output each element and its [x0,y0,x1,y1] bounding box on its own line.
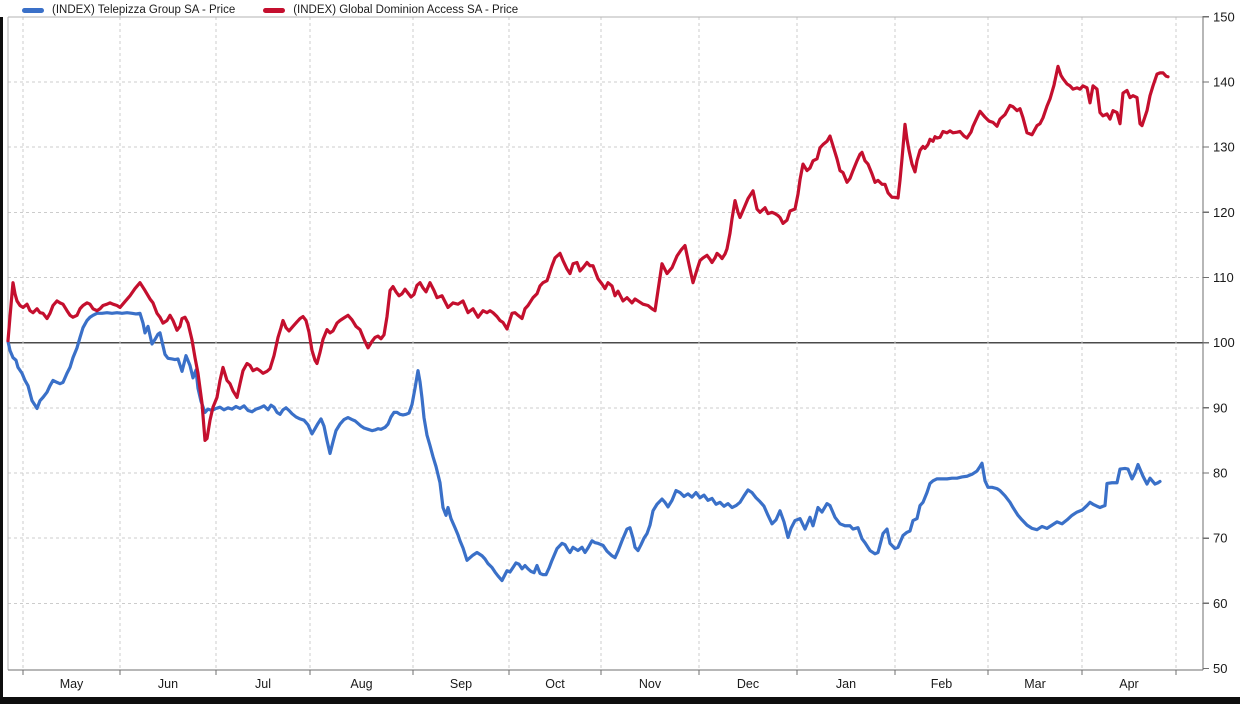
month-labels: May Jun Jul Aug Sep Oct Nov Dec Jan Feb Mar Apr [60,677,1139,691]
window-bottom-bar-icon [0,697,1240,704]
legend-swatch-blue-icon [22,7,44,13]
y-axis-label: 110 [1213,270,1234,285]
legend-item-global-dominion[interactable]: (INDEX) Global Dominion Access SA - Pric… [263,4,518,16]
month-label: Dec [737,677,759,691]
legend-label-global-dominion: (INDEX) Global Dominion Access SA - Pric… [293,4,519,16]
y-axis-label: 80 [1213,465,1227,480]
window-left-border-icon [0,17,3,698]
chart-legend: (INDEX) Telepizza Group SA - Price (INDE… [22,2,518,18]
y-axis-label: 130 [1213,140,1235,155]
y-axis-label: 50 [1213,661,1227,676]
legend-label-telepizza: (INDEX) Telepizza Group SA - Price [52,4,236,16]
month-label: Oct [545,677,565,691]
y-axis-label: 70 [1213,531,1227,546]
axis-ticks [22,16,1209,675]
y-axis-label: 90 [1213,400,1227,415]
month-label: Feb [931,677,953,691]
month-label: Mar [1024,677,1046,691]
series-telepizza-line [6,311,1162,583]
legend-item-telepizza[interactable]: (INDEX) Telepizza Group SA - Price [22,4,235,16]
y-axis-label: 100 [1213,335,1235,350]
month-label: Nov [639,677,662,691]
y-axis-label: 120 [1213,205,1235,220]
month-label: Apr [1119,677,1138,691]
month-label: Jul [255,677,271,691]
legend-swatch-red-icon [263,7,286,13]
y-axis-label: 150 [1213,9,1235,24]
month-label: May [60,677,84,691]
y-axis-label: 60 [1213,596,1227,611]
month-label: Jun [158,677,178,691]
y-axis-labels: 50 60 70 80 90 100 110 120 130 140 150 [1213,9,1235,676]
month-label: Jan [836,677,856,691]
y-axis-label: 140 [1213,74,1235,89]
series-global-dominion-line [6,64,1170,443]
month-label: Aug [350,677,372,691]
y-gridlines [8,81,1203,604]
month-label: Sep [450,677,472,691]
